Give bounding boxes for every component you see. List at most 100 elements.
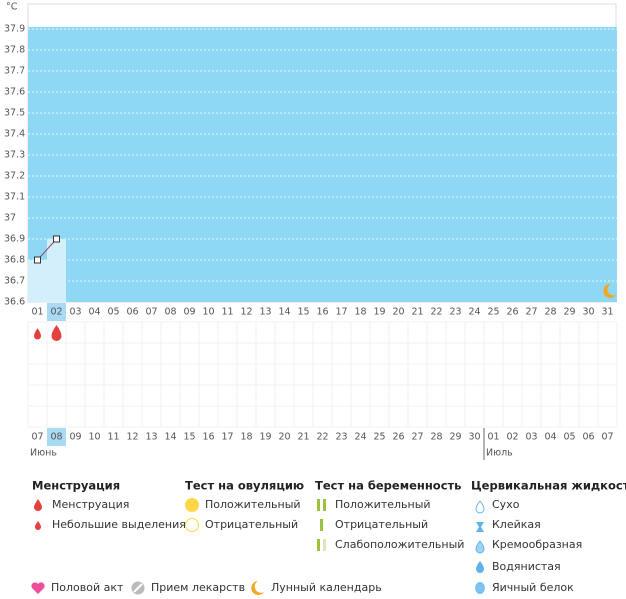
legend-item: Менструация	[52, 498, 129, 511]
legend-item: Отрицательный	[205, 518, 298, 531]
legend-item: Яичный белок	[492, 581, 574, 594]
legend-item: Отрицательный	[335, 518, 428, 531]
fluid-icon	[476, 561, 484, 573]
temperature-point	[53, 235, 60, 243]
legend-heading: Цервикальная жидкость	[471, 479, 626, 493]
cycle-day: 31	[601, 307, 613, 318]
drop-icon	[34, 499, 42, 511]
y-tick-label: 36.6	[4, 297, 25, 308]
legend-item: Лунный календарь	[271, 581, 382, 594]
plot-background	[28, 27, 617, 302]
date-label: 13	[145, 432, 157, 443]
cycle-day: 22	[430, 307, 442, 318]
legend-heading: Тест на овуляцию	[185, 479, 304, 493]
pregnancy-icon	[320, 519, 323, 531]
legend-item: Водянистая	[492, 560, 561, 573]
date-label: 27	[411, 432, 423, 443]
date-label: 21	[297, 432, 309, 443]
date-label: 19	[259, 432, 271, 443]
y-tick-label: 37.3	[4, 150, 25, 161]
cycle-day: 09	[183, 307, 195, 318]
drop-icon	[35, 521, 41, 530]
cycle-day: 18	[354, 307, 366, 318]
y-tick-label: 37.5	[4, 108, 25, 119]
cycle-day: 05	[107, 307, 119, 318]
y-tick-label: 36.7	[4, 276, 25, 287]
date-label: 18	[240, 432, 252, 443]
y-tick-label: 37.7	[4, 66, 25, 77]
selected-date	[47, 428, 66, 446]
temperature-bar	[28, 260, 47, 302]
cycle-day: 01	[31, 307, 43, 318]
cycle-day: 04	[88, 307, 100, 318]
date-label: 01	[487, 432, 499, 443]
selected-day	[47, 303, 66, 321]
cycle-day: 26	[506, 307, 518, 318]
date-label: 16	[202, 432, 214, 443]
legend-item: Клейкая	[492, 518, 541, 531]
y-tick-label: 37.9	[4, 24, 25, 35]
ovulation-negative-icon	[185, 518, 199, 532]
date-label: 24	[354, 432, 366, 443]
date-label: 09	[69, 432, 81, 443]
date-label: 26	[392, 432, 404, 443]
date-label: 15	[183, 432, 195, 443]
cycle-day: 11	[221, 307, 233, 318]
temperature-point	[34, 256, 41, 264]
cycle-day: 27	[525, 307, 537, 318]
cycle-day: 13	[259, 307, 271, 318]
date-label: 14	[164, 432, 176, 443]
date-label: 10	[88, 432, 100, 443]
cycle-day: 16	[316, 307, 328, 318]
menstruation-mark	[34, 328, 41, 340]
cycle-day: 17	[335, 307, 347, 318]
cycle-day: 08	[164, 307, 176, 318]
cycle-day: 20	[392, 307, 404, 318]
legend-item: Половой акт	[51, 581, 124, 594]
date-label: 07	[31, 432, 43, 443]
legend-item: Небольшие выделения	[52, 518, 186, 531]
month-label: Июль	[486, 448, 513, 459]
y-tick-label: 37.2	[4, 171, 25, 182]
heart-icon	[31, 582, 45, 594]
date-label: 07	[601, 432, 613, 443]
date-label: 12	[126, 432, 138, 443]
date-label: 25	[373, 432, 385, 443]
temperature-bar	[47, 239, 66, 302]
legend-item: Положительный	[205, 498, 301, 511]
date-label: 04	[544, 432, 556, 443]
cycle-day: 03	[69, 307, 81, 318]
cycle-day: 14	[278, 307, 290, 318]
date-label: 28	[430, 432, 442, 443]
date-label: 05	[563, 432, 575, 443]
cycle-day: 15	[297, 307, 309, 318]
cycle-day: 10	[202, 307, 214, 318]
date-label: 08	[50, 432, 62, 443]
cycle-day: 06	[126, 307, 138, 318]
date-label: 20	[278, 432, 290, 443]
pill-icon	[133, 583, 143, 593]
date-label: 23	[335, 432, 347, 443]
legend-item: Сухо	[492, 498, 520, 511]
cycle-day: 30	[582, 307, 594, 318]
y-tick-label: 37.8	[4, 45, 25, 56]
date-label: 02	[506, 432, 518, 443]
unit-label: °C	[6, 2, 18, 13]
moon-icon	[603, 283, 616, 298]
cycle-day: 23	[449, 307, 461, 318]
legend-item: Положительный	[335, 498, 431, 511]
cycle-day: 07	[145, 307, 157, 318]
pregnancy-icon	[317, 499, 320, 511]
y-tick-label: 37	[4, 213, 16, 224]
fluid-icon	[476, 522, 484, 532]
legend-heading: Тест на беременность	[315, 479, 461, 493]
pregnancy-icon	[317, 539, 320, 551]
cycle-day: 25	[487, 307, 499, 318]
date-label: 11	[107, 432, 119, 443]
pregnancy-icon	[323, 539, 326, 551]
cycle-day: 19	[373, 307, 385, 318]
date-label: 03	[525, 432, 537, 443]
legend-heading: Менструация	[32, 479, 120, 493]
